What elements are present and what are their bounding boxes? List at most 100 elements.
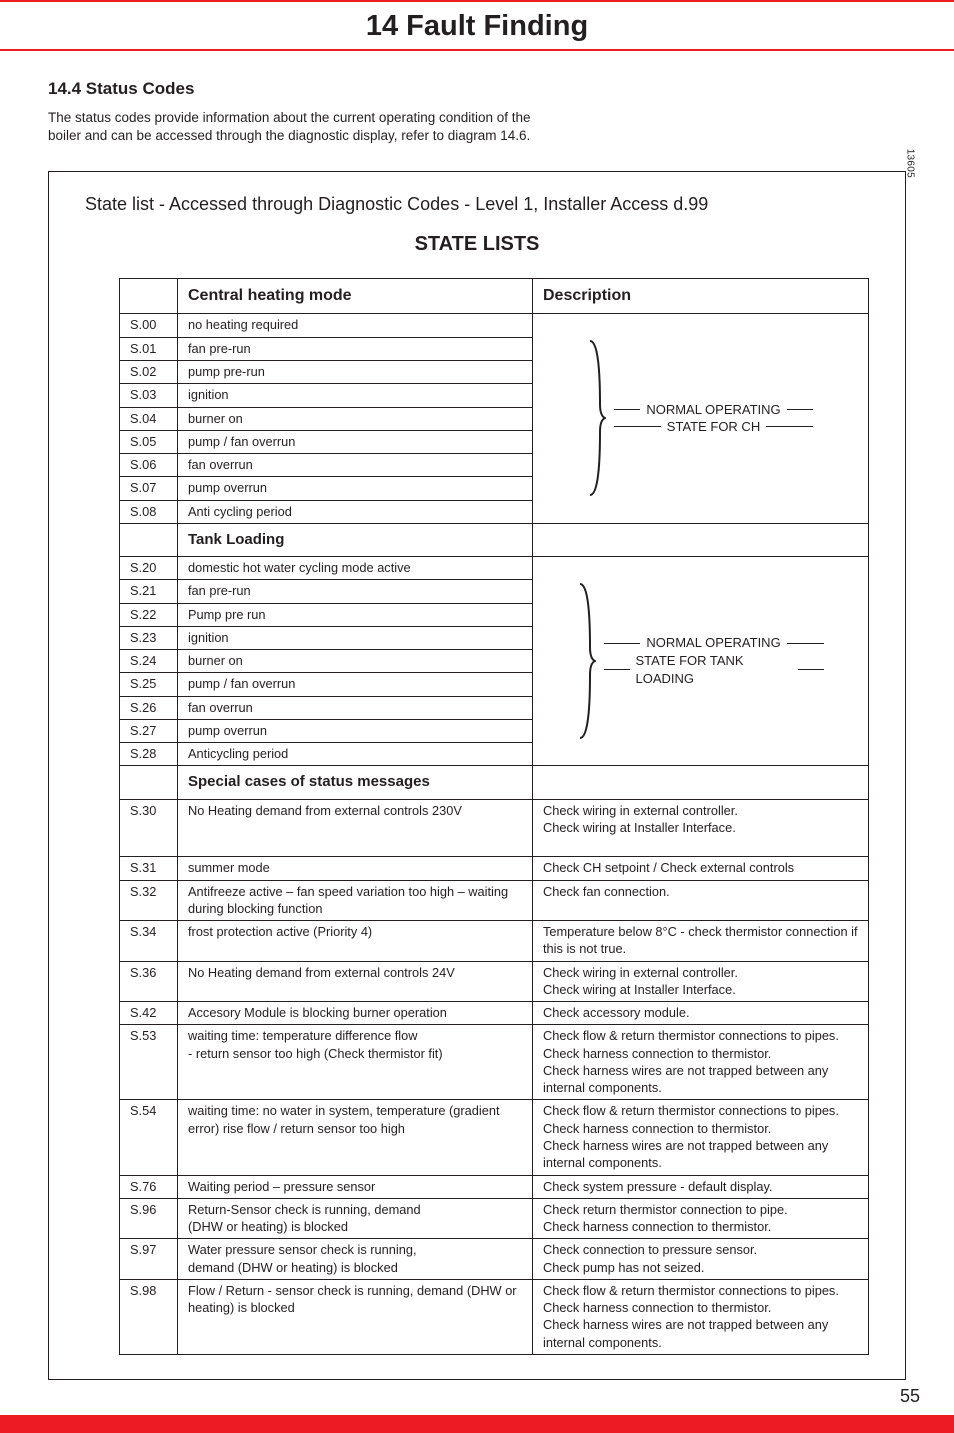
mode-cell: pump overrun [178, 719, 533, 742]
desc-cell: Check flow & return thermistor connectio… [533, 1025, 869, 1100]
code-cell: S.36 [120, 961, 178, 1002]
mode-cell: Accesory Module is blocking burner opera… [178, 1002, 533, 1025]
page-footer: 55 [0, 1415, 954, 1433]
mode-cell: waiting time: temperature difference flo… [178, 1025, 533, 1100]
table-row: S.97 Water pressure sensor check is runn… [120, 1239, 869, 1280]
mode-cell: fan pre-run [178, 580, 533, 603]
code-cell: S.26 [120, 696, 178, 719]
state-list-panel: 13605 State list - Accessed through Diag… [48, 171, 906, 1379]
mode-cell: Pump pre run [178, 603, 533, 626]
code-cell: S.04 [120, 407, 178, 430]
desc-cell: Check fan connection. [533, 880, 869, 921]
footer-red-bar [0, 1415, 954, 1433]
mode-cell: Return-Sensor check is running, demand(D… [178, 1198, 533, 1239]
desc-cell: Check wiring in external controller.Chec… [533, 799, 869, 857]
state-tbody: S.00 no heating required NORMAL OPERATIN… [120, 314, 869, 1354]
code-cell: S.28 [120, 743, 178, 766]
mode-cell: Water pressure sensor check is running,d… [178, 1239, 533, 1280]
table-row: S.36 No Heating demand from external con… [120, 961, 869, 1002]
mode-cell: pump overrun [178, 477, 533, 500]
mode-cell: fan overrun [178, 696, 533, 719]
brace-label: NORMAL OPERATINGSTATE FOR TANK LOADING [604, 634, 824, 687]
code-cell: S.31 [120, 857, 178, 880]
chapter-rule-bottom [0, 49, 954, 51]
brace-icon [578, 582, 596, 740]
desc-cell: Check flow & return thermistor connectio… [533, 1100, 869, 1175]
desc-cell-blank [533, 766, 869, 799]
page: 14 Fault Finding 14.4 Status Codes The s… [0, 0, 954, 1433]
mode-cell: fan pre-run [178, 337, 533, 360]
code-cell: S.01 [120, 337, 178, 360]
page-number: 55 [892, 1384, 928, 1409]
mode-cell: ignition [178, 384, 533, 407]
mode-cell: Flow / Return - sensor check is running,… [178, 1279, 533, 1354]
code-cell: S.30 [120, 799, 178, 857]
brace-description-cell: NORMAL OPERATINGSTATE FOR TANK LOADING [533, 557, 869, 766]
code-cell: S.23 [120, 626, 178, 649]
code-cell: S.96 [120, 1198, 178, 1239]
mode-cell: Waiting period – pressure sensor [178, 1175, 533, 1198]
desc-cell: Check return thermistor connection to pi… [533, 1198, 869, 1239]
brace-label: NORMAL OPERATINGSTATE FOR CH [614, 401, 812, 436]
table-row: S.20 domestic hot water cycling mode act… [120, 557, 869, 580]
mode-cell: ignition [178, 626, 533, 649]
mode-cell: Anticycling period [178, 743, 533, 766]
code-cell: S.05 [120, 430, 178, 453]
table-row: S.96 Return-Sensor check is running, dem… [120, 1198, 869, 1239]
table-row: S.00 no heating required NORMAL OPERATIN… [120, 314, 869, 337]
state-lists-title: STATE LISTS [85, 233, 869, 256]
desc-cell: Check connection to pressure sensor.Chec… [533, 1239, 869, 1280]
mode-cell: no heating required [178, 314, 533, 337]
mode-cell: domestic hot water cycling mode active [178, 557, 533, 580]
desc-cell: Check wiring in external controller.Chec… [533, 961, 869, 1002]
mode-cell: burner on [178, 407, 533, 430]
panel-caption: State list - Accessed through Diagnostic… [85, 194, 869, 215]
code-cell: S.21 [120, 580, 178, 603]
code-cell-blank [120, 766, 178, 799]
brace-description-cell: NORMAL OPERATINGSTATE FOR CH [533, 314, 869, 523]
desc-cell: Check system pressure - default display. [533, 1175, 869, 1198]
mode-cell: No Heating demand from external controls… [178, 961, 533, 1002]
tank-loading-subhead: Tank Loading [120, 523, 869, 556]
mode-header: Central heating mode [178, 279, 533, 314]
table-row: S.76 Waiting period – pressure sensor Ch… [120, 1175, 869, 1198]
table-row: S.53 waiting time: temperature differenc… [120, 1025, 869, 1100]
table-row: S.32 Antifreeze active – fan speed varia… [120, 880, 869, 921]
code-cell: S.02 [120, 360, 178, 383]
mode-cell: pump pre-run [178, 360, 533, 383]
code-cell: S.34 [120, 921, 178, 962]
code-cell: S.25 [120, 673, 178, 696]
code-cell: S.20 [120, 557, 178, 580]
table-row: S.54 waiting time: no water in system, t… [120, 1100, 869, 1175]
code-header-blank [120, 279, 178, 314]
page-ref-rotated: 13605 [904, 149, 915, 178]
code-cell: S.97 [120, 1239, 178, 1280]
code-cell: S.24 [120, 650, 178, 673]
mode-cell: waiting time: no water in system, temper… [178, 1100, 533, 1175]
desc-cell: Temperature below 8°C - check thermistor… [533, 921, 869, 962]
mode-cell: Anti cycling period [178, 500, 533, 523]
mode-cell: pump / fan overrun [178, 673, 533, 696]
section-title: 14.4 Status Codes [48, 79, 906, 99]
table-row: S.98 Flow / Return - sensor check is run… [120, 1279, 869, 1354]
code-cell: S.27 [120, 719, 178, 742]
state-table: Central heating mode Description S.00 no… [119, 278, 869, 1354]
code-cell: S.22 [120, 603, 178, 626]
code-cell: S.06 [120, 454, 178, 477]
code-cell: S.03 [120, 384, 178, 407]
mode-cell: fan overrun [178, 454, 533, 477]
special-cases-subhead: Special cases of status messages [120, 766, 869, 799]
code-cell: S.42 [120, 1002, 178, 1025]
mode-cell: frost protection active (Priority 4) [178, 921, 533, 962]
tank-loading-label: Tank Loading [178, 523, 533, 556]
table-row: S.42 Accesory Module is blocking burner … [120, 1002, 869, 1025]
table-row: S.34 frost protection active (Priority 4… [120, 921, 869, 962]
intro-text: The status codes provide information abo… [48, 109, 558, 145]
code-cell-blank [120, 523, 178, 556]
code-cell: S.54 [120, 1100, 178, 1175]
table-wrap: Central heating mode Description S.00 no… [85, 278, 869, 1354]
desc-cell: Check CH setpoint / Check external contr… [533, 857, 869, 880]
chapter-title: 14 Fault Finding [0, 2, 954, 49]
desc-cell-blank [533, 523, 869, 556]
mode-cell: No Heating demand from external controls… [178, 799, 533, 857]
